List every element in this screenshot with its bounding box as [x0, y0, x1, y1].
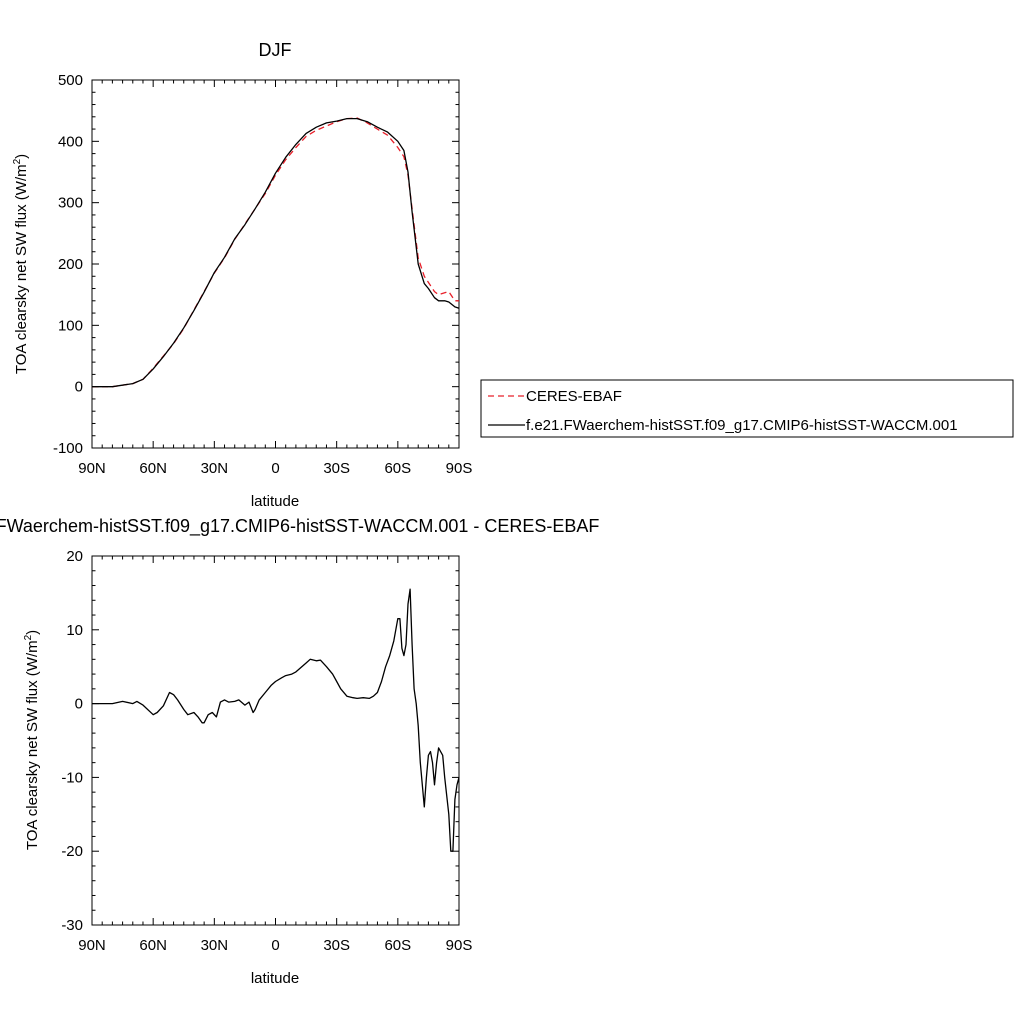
- top-panel-x-tick-label: 60N: [139, 460, 167, 477]
- bottom-panel-x-tick-label: 90S: [446, 937, 473, 954]
- top-panel-x-tick-label: 60S: [384, 460, 411, 477]
- bottom-panel-y-tick-label: -20: [61, 843, 83, 860]
- bottom-panel-ticks: 90N 60N 30N 0 30S 60S 90S -30 -20 -10 0 10 20: [61, 548, 472, 954]
- top-panel-y-tick-label: 400: [58, 133, 83, 150]
- legend-label-model: f.e21.FWaerchem-histSST.f09_g17.CMIP6-hi…: [526, 417, 958, 434]
- bottom-panel-series-line-difference: [92, 588, 460, 852]
- bottom-panel-plot-frame: [91, 555, 460, 926]
- top-panel-ticks: 90N 60N 30N 0 30S 60S 90S -100 0 100 200 300 400 500: [53, 72, 472, 477]
- bottom-panel-x-tick-label: 30S: [323, 937, 350, 954]
- top-panel-x-tick-label: 30N: [201, 460, 229, 477]
- top-panel-x-axis-label: latitude: [251, 493, 299, 510]
- bottom-panel-y-tick-label: -10: [61, 769, 83, 786]
- top-panel-x-tick-label: 90S: [446, 460, 473, 477]
- top-panel-y-tick-label: 100: [58, 317, 83, 334]
- bottom-panel-x-tick-label: 30N: [201, 937, 229, 954]
- top-panel-x-tick-label: 0: [271, 460, 279, 477]
- top-panel-djf: DJF 90N 60N 30N 0 30S 60S 90S -100 0 100 200 300 400…: [12, 40, 472, 510]
- top-panel-title: DJF: [259, 40, 292, 60]
- bottom-panel-y-tick-label: 0: [75, 696, 83, 713]
- bottom-panel-series: [92, 588, 460, 852]
- bottom-panel-y-tick-label: 20: [66, 548, 83, 565]
- top-panel-series: [92, 117, 460, 388]
- bottom-panel-difference: f.e21.FWaerchem-histSST.f09_g17.CMIP6-hi…: [0, 516, 599, 987]
- top-panel-series-line-f-e21-fwaerchem-histsst-f09-g1: [92, 117, 460, 388]
- legend-box: [480, 379, 1014, 438]
- top-panel-plot-frame: [91, 79, 460, 449]
- top-panel-y-tick-label: -100: [53, 440, 83, 457]
- bottom-panel-x-tick-label: 90N: [78, 937, 106, 954]
- bottom-panel-y-tick-label: 10: [66, 622, 83, 639]
- bottom-panel-x-tick-label: 60S: [384, 937, 411, 954]
- bottom-panel-x-tick-label: 0: [271, 937, 279, 954]
- bottom-panel-y-tick-label: -30: [61, 917, 83, 934]
- bottom-panel-y-axis-label: TOA clearsky net SW flux (W/m2): [23, 630, 41, 850]
- top-panel-y-tick-label: 0: [75, 379, 83, 396]
- top-panel-x-tick-label: 90N: [78, 460, 106, 477]
- legend-label-ceres-ebaf: CERES-EBAF: [526, 388, 622, 405]
- top-panel-y-axis-label: TOA clearsky net SW flux (W/m2): [12, 154, 30, 374]
- top-panel-y-tick-label: 200: [58, 256, 83, 273]
- bottom-panel-title: f.e21.FWaerchem-histSST.f09_g17.CMIP6-hi…: [0, 516, 599, 537]
- top-panel-series-line-ceres-ebaf: [92, 117, 459, 388]
- legend: CERES-EBAF f.e21.FWaerchem-histSST.f09_g…: [480, 379, 1014, 438]
- bottom-panel-x-axis-label: latitude: [251, 970, 299, 987]
- top-panel-y-tick-label: 500: [58, 72, 83, 89]
- bottom-panel-x-tick-label: 60N: [139, 937, 167, 954]
- top-panel-y-tick-label: 300: [58, 195, 83, 212]
- top-panel-x-tick-label: 30S: [323, 460, 350, 477]
